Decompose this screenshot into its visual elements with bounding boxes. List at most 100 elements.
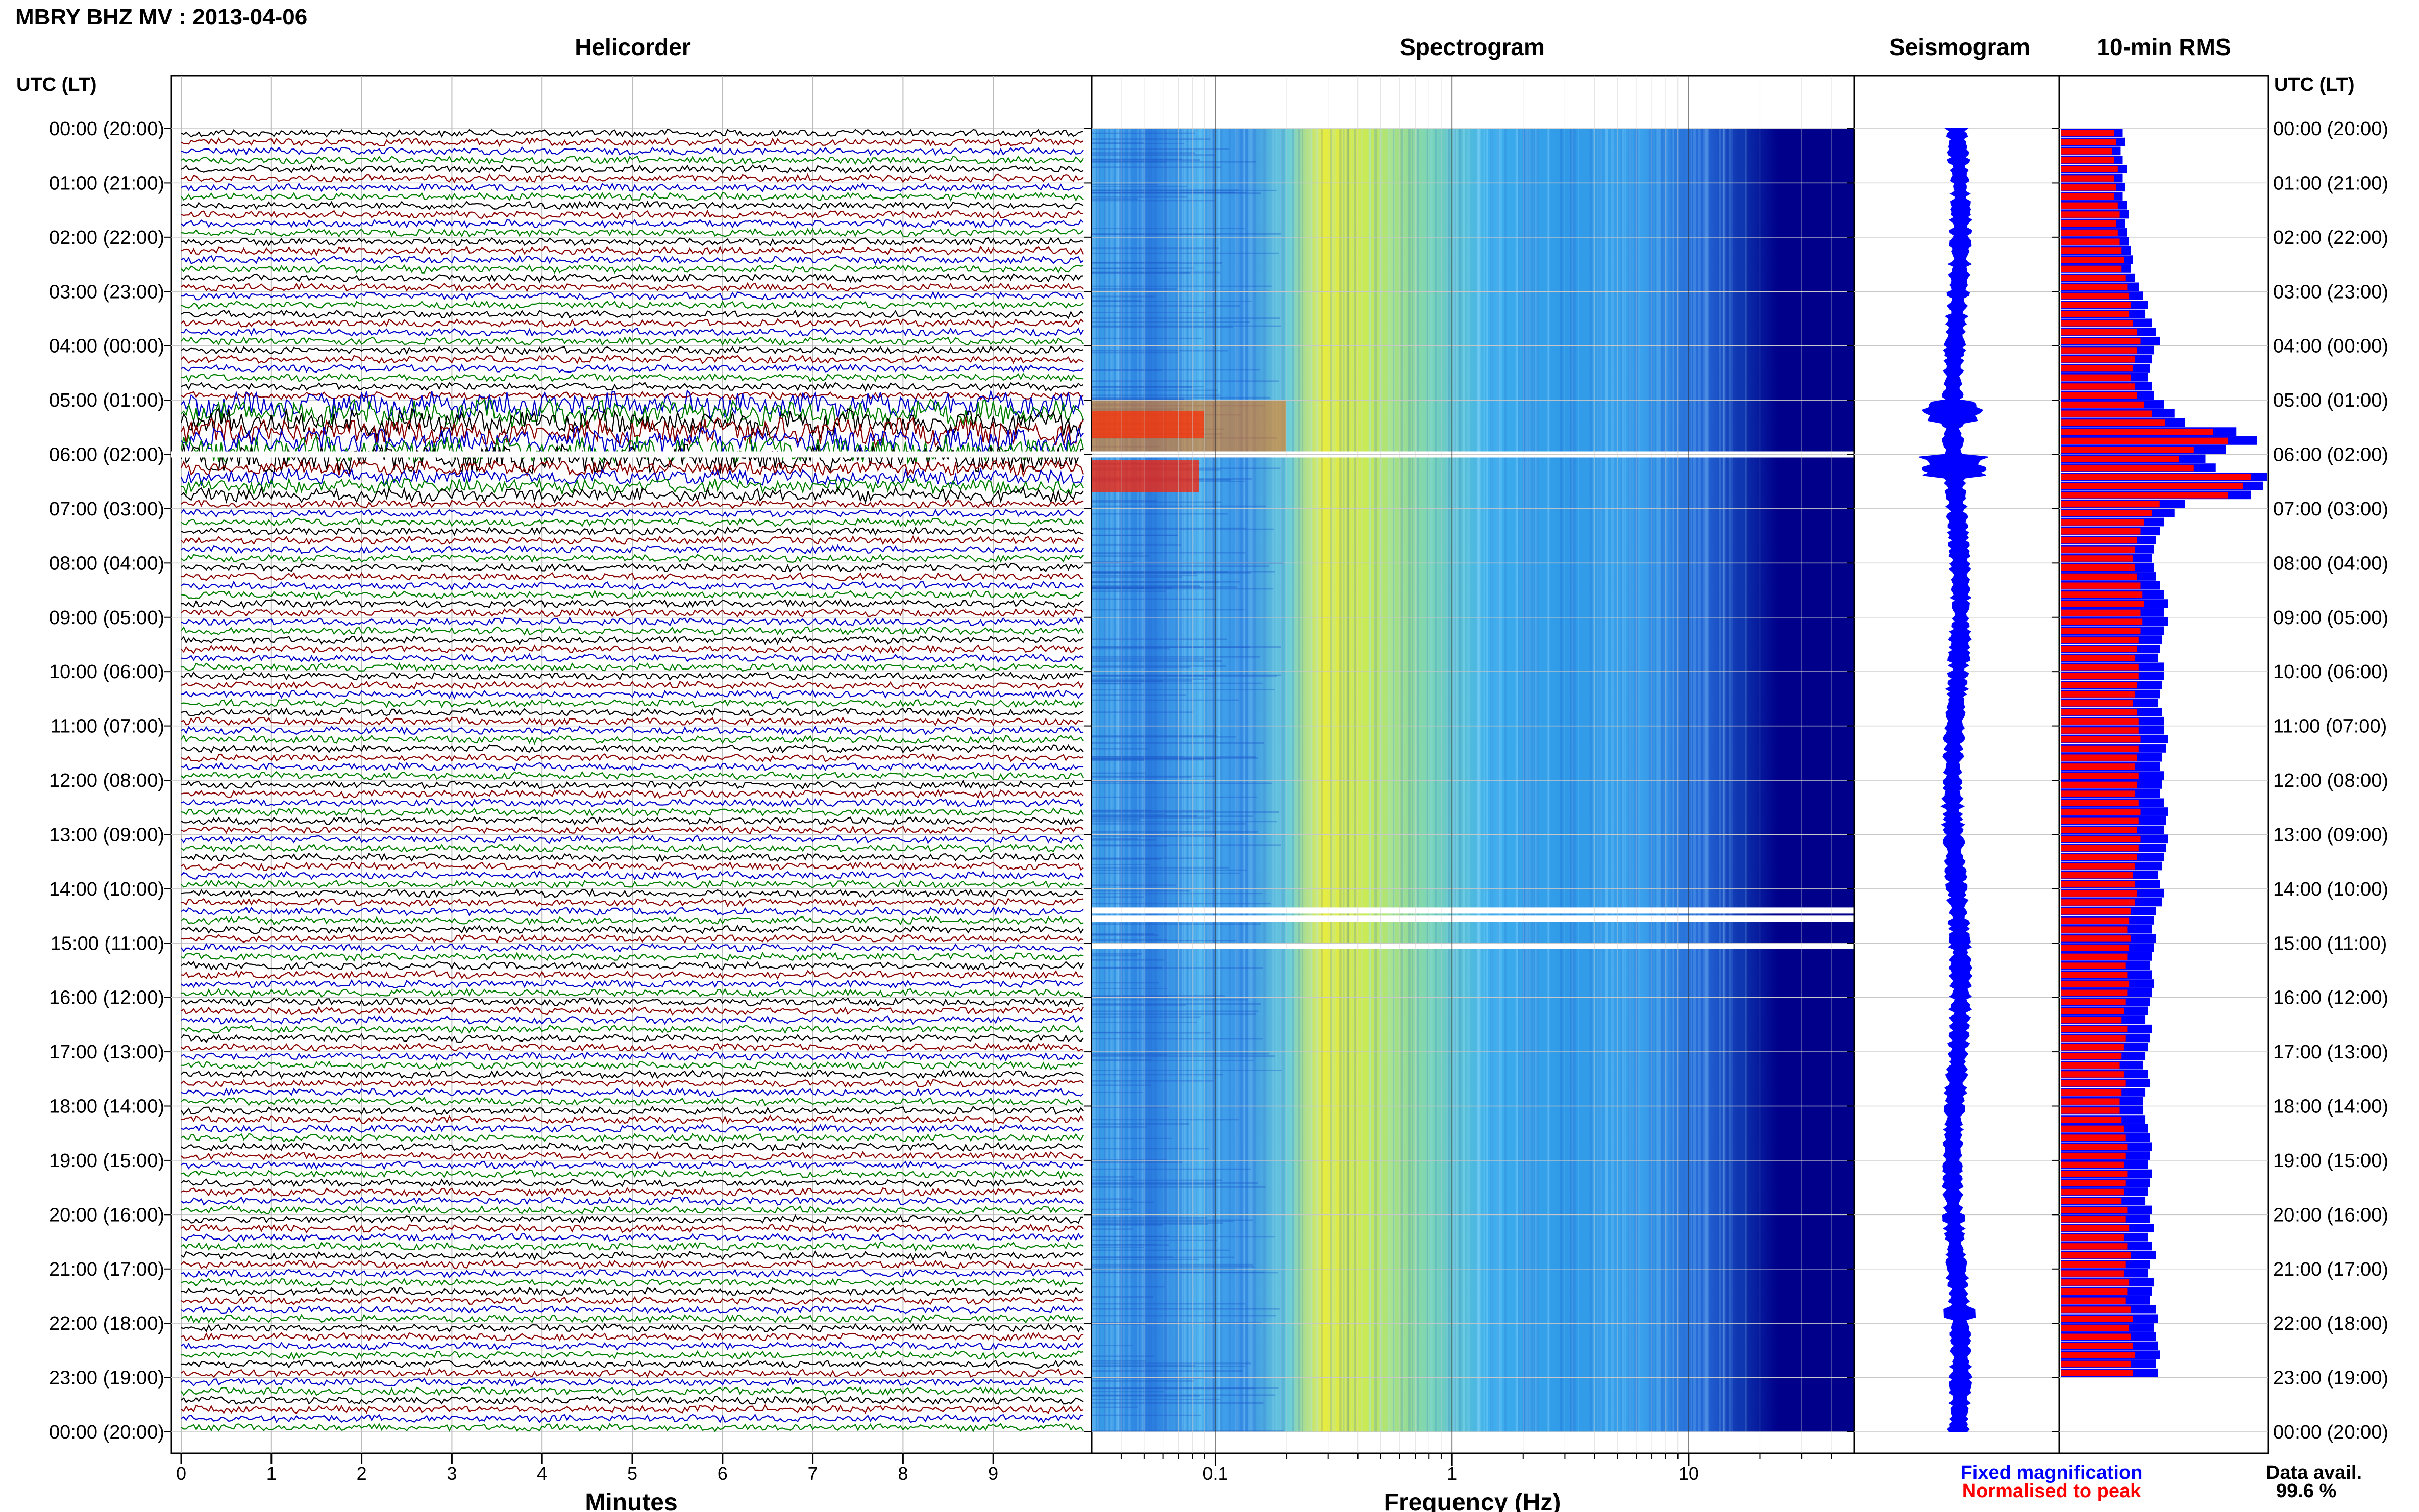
spectrogram-row <box>1092 191 1247 193</box>
spectrogram-row <box>1092 1391 1164 1393</box>
rms-bar-normalised <box>2061 483 2243 489</box>
helicorder-trace <box>181 970 1084 980</box>
spectrogram-row <box>1092 271 1190 274</box>
spectrogram-row <box>1092 858 1161 860</box>
spectrogram-row <box>1092 585 1200 587</box>
rms-bar-normalised <box>2061 781 2137 788</box>
rms-bar-normalised <box>2061 1252 2131 1259</box>
rms-bar-normalised <box>2061 890 2137 897</box>
hour-label-left: 12:00 (08:00) <box>49 770 164 791</box>
spectrogram-row <box>1092 838 1138 840</box>
hour-label-left: 22:00 (18:00) <box>49 1313 164 1334</box>
helicorder-trace <box>181 1205 1084 1215</box>
spectrogram-row <box>1092 161 1256 163</box>
hour-label-left: 02:00 (22:00) <box>49 227 164 249</box>
spectrogram-row <box>1092 1430 1284 1432</box>
rms-bar-normalised <box>2061 1089 2122 1096</box>
helicorder-trace <box>181 245 1084 256</box>
helicorder-trace <box>181 1350 1084 1360</box>
rms-bar-normalised <box>2061 808 2141 815</box>
frequency-axis-label: Frequency (Hz) <box>1384 1489 1561 1512</box>
spectrogram-row <box>1092 1123 1190 1125</box>
spectrogram-row <box>1092 572 1251 574</box>
rms-bar-normalised <box>2061 1297 2126 1304</box>
spectrogram-row <box>1092 192 1261 194</box>
spectrogram-row <box>1092 674 1281 676</box>
spectrogram-row <box>1092 1183 1216 1185</box>
rms-bar-normalised <box>2061 736 2141 743</box>
spectrogram-row <box>1092 1106 1169 1108</box>
helicorder-trace <box>181 807 1084 817</box>
rms-bar-normalised <box>2061 229 2118 236</box>
frequency-tick-label: 0.1 <box>1202 1463 1228 1484</box>
spectrogram-row <box>1092 1217 1207 1219</box>
hour-label-right: 12:00 (08:00) <box>2273 770 2388 791</box>
hour-label-left: 08:00 (04:00) <box>49 553 164 574</box>
helicorder-trace <box>181 815 1084 826</box>
page-title: MBRY BHZ MV : 2013-04-06 <box>15 5 307 30</box>
spectrogram-row <box>1092 311 1207 313</box>
rms-bar-normalised <box>2061 1026 2128 1032</box>
spectrogram-row <box>1092 142 1144 144</box>
hour-label-left: 01:00 (21:00) <box>49 172 164 194</box>
hour-label-right: 05:00 (01:00) <box>2273 390 2388 411</box>
spectrogram-row <box>1092 816 1210 819</box>
hour-label-right: 15:00 (11:00) <box>2273 933 2387 954</box>
helicorder-trace <box>181 164 1084 175</box>
spectrogram-row <box>1092 796 1258 798</box>
helicorder-trace <box>181 653 1084 663</box>
helicorder-trace <box>181 354 1084 364</box>
helicorder-trace <box>181 535 1084 546</box>
spectrogram-row <box>1092 756 1184 758</box>
helicorder-trace <box>181 906 1084 917</box>
spectrogram-row <box>1092 1271 1265 1273</box>
rms-bar-normalised <box>2061 1352 2135 1358</box>
spectrogram-row <box>1092 576 1182 578</box>
helicorder-trace <box>181 1341 1084 1351</box>
spectrogram-row <box>1092 1148 1209 1150</box>
spectrogram-row <box>1092 191 1235 193</box>
spectrogram-row <box>1092 159 1200 161</box>
spectrogram-row <box>1092 394 1220 396</box>
spectrogram-row <box>1092 1080 1214 1082</box>
hour-label-right: 06:00 (02:00) <box>2273 444 2388 466</box>
rms-bar-normalised <box>2061 682 2137 688</box>
spectrogram-row <box>1092 1223 1208 1225</box>
helicorder-trace <box>181 1359 1084 1369</box>
helicorder-trace <box>181 1278 1084 1287</box>
rms-bar-normalised <box>2061 1316 2133 1322</box>
helicorder-trace <box>181 870 1084 880</box>
rms-bar-normalised <box>2061 1333 2131 1340</box>
rms-bar-normalised <box>2061 1080 2126 1087</box>
rms-bar-normalised <box>2061 428 2213 435</box>
helicorder-trace <box>181 1015 1084 1025</box>
helicorder-trace <box>181 644 1084 654</box>
rms-bar-normalised <box>2061 935 2131 942</box>
spectrogram-row <box>1092 638 1227 640</box>
spectrogram-row <box>1092 665 1226 667</box>
spectrogram-row <box>1092 656 1260 658</box>
hour-label-left: 07:00 (03:00) <box>49 499 164 520</box>
minute-tick-label: 2 <box>357 1463 367 1484</box>
helicorder-trace <box>181 1259 1084 1270</box>
spectrogram-row <box>1092 736 1236 738</box>
spectrogram-event <box>1092 460 1199 492</box>
helicorder-trace <box>181 1214 1083 1224</box>
helicorder-trace <box>181 1313 1084 1324</box>
rms-bar-normalised <box>2061 646 2137 653</box>
rms-bar-normalised <box>2061 410 2152 417</box>
spectrogram-row <box>1092 1365 1195 1367</box>
minute-tick-label: 7 <box>808 1463 818 1484</box>
helicorder-trace <box>181 264 1084 274</box>
spectrogram-row <box>1092 1380 1194 1382</box>
helicorder-trace <box>181 798 1084 808</box>
minute-tick-label: 4 <box>537 1463 547 1484</box>
spectrogram-row <box>1092 198 1138 200</box>
spectrogram-row <box>1092 1387 1279 1389</box>
rms-bar-normalised <box>2061 582 2141 589</box>
hour-label-left: 16:00 (12:00) <box>49 987 164 1009</box>
data-gap <box>1092 915 1854 922</box>
spectrogram-row <box>1092 953 1142 955</box>
hour-label-left: 06:00 (02:00) <box>49 444 164 466</box>
hour-label-right: 22:00 (18:00) <box>2273 1313 2388 1334</box>
